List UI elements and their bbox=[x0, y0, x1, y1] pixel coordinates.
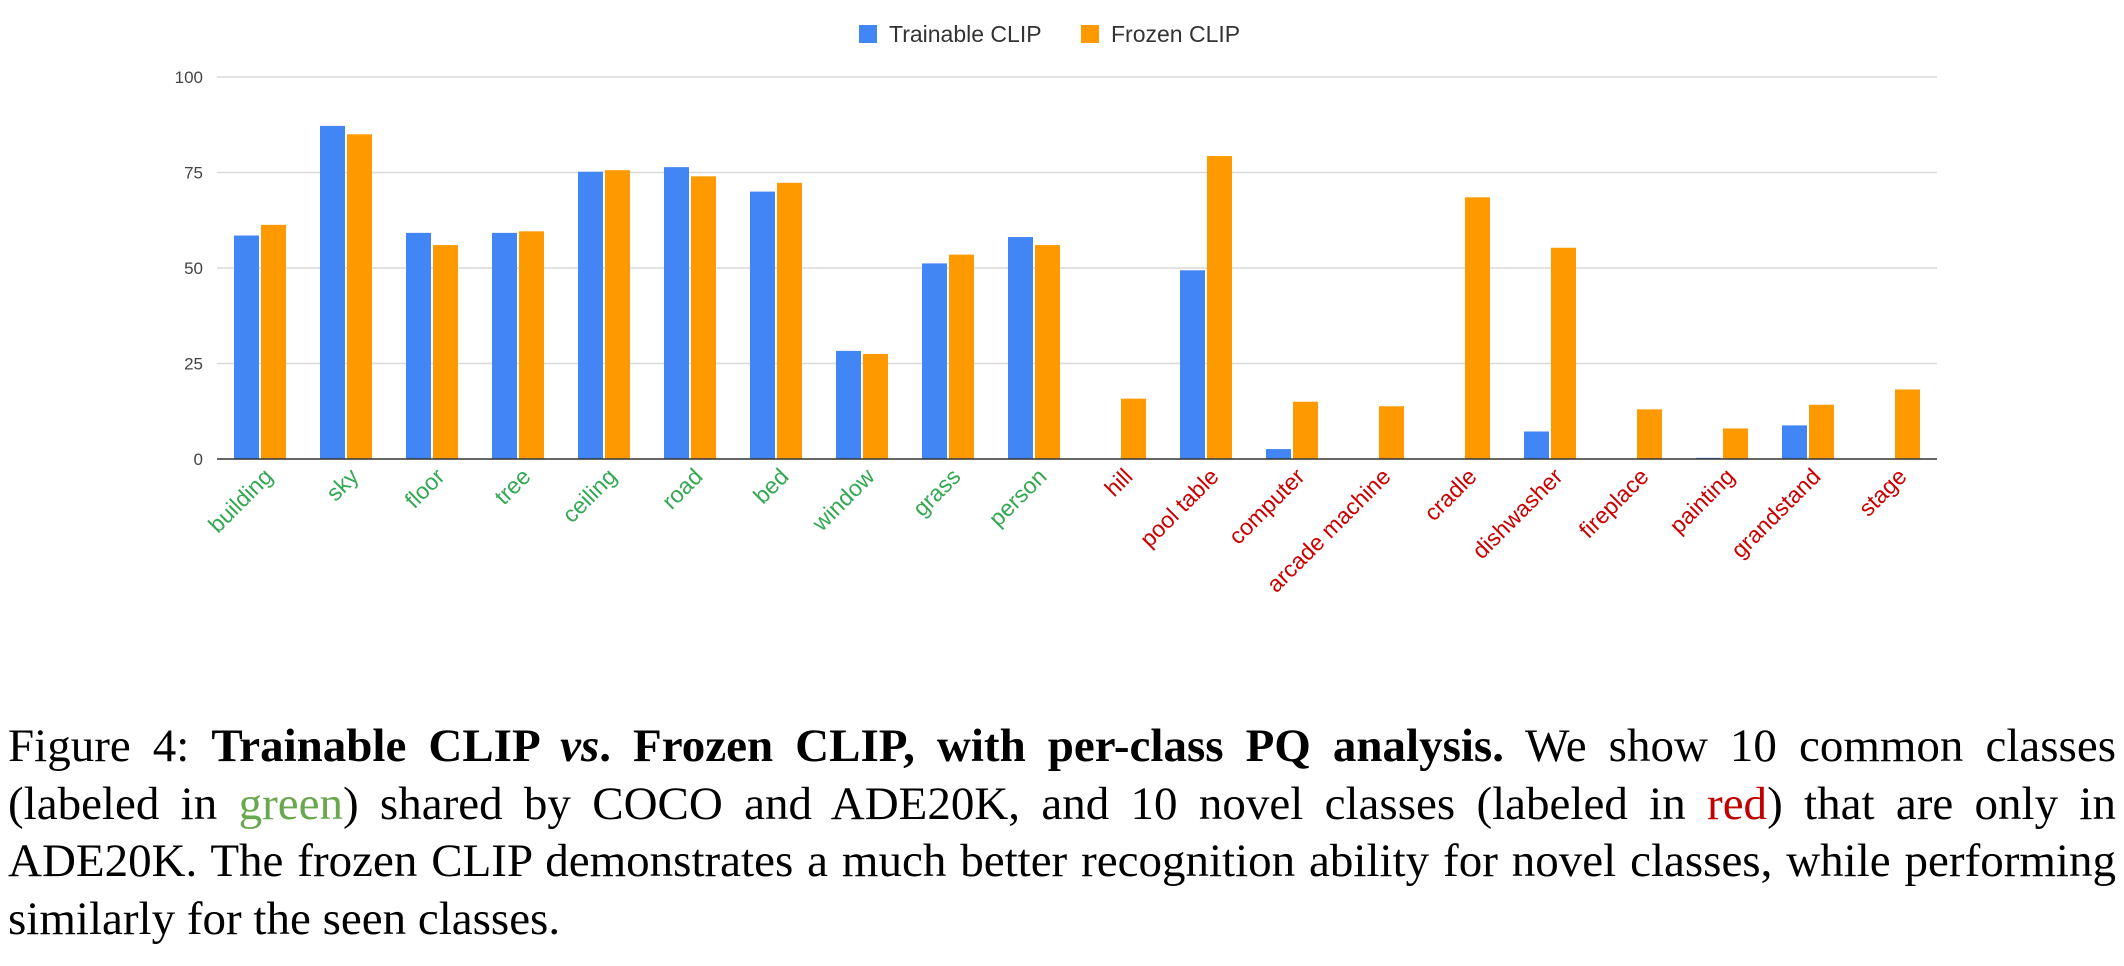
category-label: hill bbox=[1099, 463, 1137, 501]
caption-red-word: red bbox=[1707, 777, 1768, 830]
bar-trainable bbox=[750, 191, 775, 459]
category-label: grandstand bbox=[1726, 463, 1826, 563]
bar-frozen bbox=[691, 176, 716, 459]
bar-trainable bbox=[578, 171, 603, 459]
legend-swatch-frozen bbox=[1081, 25, 1099, 43]
category-label: tree bbox=[489, 463, 535, 509]
category-label: ceiling bbox=[557, 463, 622, 528]
bar-trainable bbox=[922, 263, 947, 459]
bar-trainable bbox=[836, 350, 861, 459]
bar-frozen bbox=[1551, 247, 1576, 459]
category-label: person bbox=[983, 463, 1051, 531]
category-label: dishwasher bbox=[1467, 463, 1568, 564]
caption-text-2: ) shared by COCO and ADE20K, and 10 nove… bbox=[342, 777, 1708, 830]
bar-frozen bbox=[1465, 197, 1490, 459]
caption-figure-label: Figure 4: bbox=[8, 720, 190, 772]
y-tick-label: 100 bbox=[175, 68, 203, 87]
legend-swatch-trainable bbox=[859, 25, 877, 43]
bar-trainable bbox=[1008, 237, 1033, 459]
category-label: cradle bbox=[1419, 463, 1482, 526]
bar-chart: Trainable CLIP Frozen CLIP 0 25 50 75 100 bu… bbox=[175, 21, 1937, 597]
y-tick-label: 25 bbox=[184, 355, 203, 374]
category-label: grass bbox=[907, 463, 965, 521]
category-label: sky bbox=[321, 463, 364, 506]
y-tick-label: 0 bbox=[194, 450, 203, 469]
category-label: window bbox=[806, 463, 880, 537]
caption-title: Trainable CLIP vs. Frozen CLIP, with per… bbox=[211, 720, 1504, 772]
category-label: fireplace bbox=[1574, 463, 1654, 543]
legend-label-trainable: Trainable CLIP bbox=[889, 21, 1042, 47]
bar-frozen bbox=[1723, 428, 1748, 459]
bar-frozen bbox=[1035, 245, 1060, 459]
bar-trainable bbox=[320, 125, 345, 460]
category-label: computer bbox=[1223, 463, 1309, 549]
bar-frozen bbox=[347, 134, 372, 460]
category-label: painting bbox=[1664, 463, 1739, 538]
bar-trainable bbox=[492, 232, 517, 459]
bar-frozen bbox=[519, 231, 544, 459]
category-label: road bbox=[657, 463, 708, 514]
bar-trainable bbox=[1180, 270, 1205, 459]
bar-frozen bbox=[777, 182, 802, 459]
caption-text-3: ) that are only in ADE20K. The frozen CL… bbox=[8, 777, 2116, 945]
category-label: stage bbox=[1853, 463, 1911, 521]
y-tick-label: 50 bbox=[184, 259, 203, 278]
bar-frozen bbox=[1895, 389, 1920, 459]
caption-text-1: We show 10 common classes (labeled in bbox=[8, 720, 2116, 830]
bar-frozen bbox=[1637, 409, 1662, 459]
bar-trainable bbox=[664, 167, 689, 460]
bar-frozen bbox=[605, 170, 630, 459]
bar-frozen bbox=[1379, 406, 1404, 459]
legend: Trainable CLIP Frozen CLIP bbox=[859, 21, 1240, 47]
bar-trainable bbox=[234, 235, 259, 459]
bar-trainable bbox=[406, 232, 431, 459]
caption-green-word: green bbox=[238, 777, 343, 830]
category-label: building bbox=[203, 463, 277, 537]
y-axis-ticks: 0 25 50 75 100 bbox=[175, 68, 203, 469]
bar-frozen bbox=[1293, 401, 1318, 459]
x-axis-labels: building sky floor tree ceiling road bed window… bbox=[203, 463, 1911, 597]
bars bbox=[234, 125, 1920, 460]
bar-trainable bbox=[1266, 449, 1291, 459]
bar-trainable bbox=[1524, 431, 1549, 459]
bar-frozen bbox=[1809, 404, 1834, 459]
gridlines bbox=[217, 76, 1937, 365]
bar-frozen bbox=[949, 254, 974, 459]
category-label: floor bbox=[400, 463, 450, 513]
bar-frozen bbox=[863, 353, 888, 459]
bar-frozen bbox=[261, 224, 286, 459]
bar-frozen bbox=[433, 245, 458, 459]
y-tick-label: 75 bbox=[184, 164, 203, 183]
figure-caption: Figure 4: Trainable CLIP vs. Frozen CLIP… bbox=[8, 718, 2116, 948]
legend-label-frozen: Frozen CLIP bbox=[1111, 21, 1240, 47]
category-label: pool table bbox=[1135, 463, 1224, 552]
category-label: bed bbox=[748, 463, 794, 509]
bar-trainable bbox=[1782, 425, 1807, 459]
bar-frozen bbox=[1207, 156, 1232, 459]
bar-frozen bbox=[1121, 398, 1146, 459]
